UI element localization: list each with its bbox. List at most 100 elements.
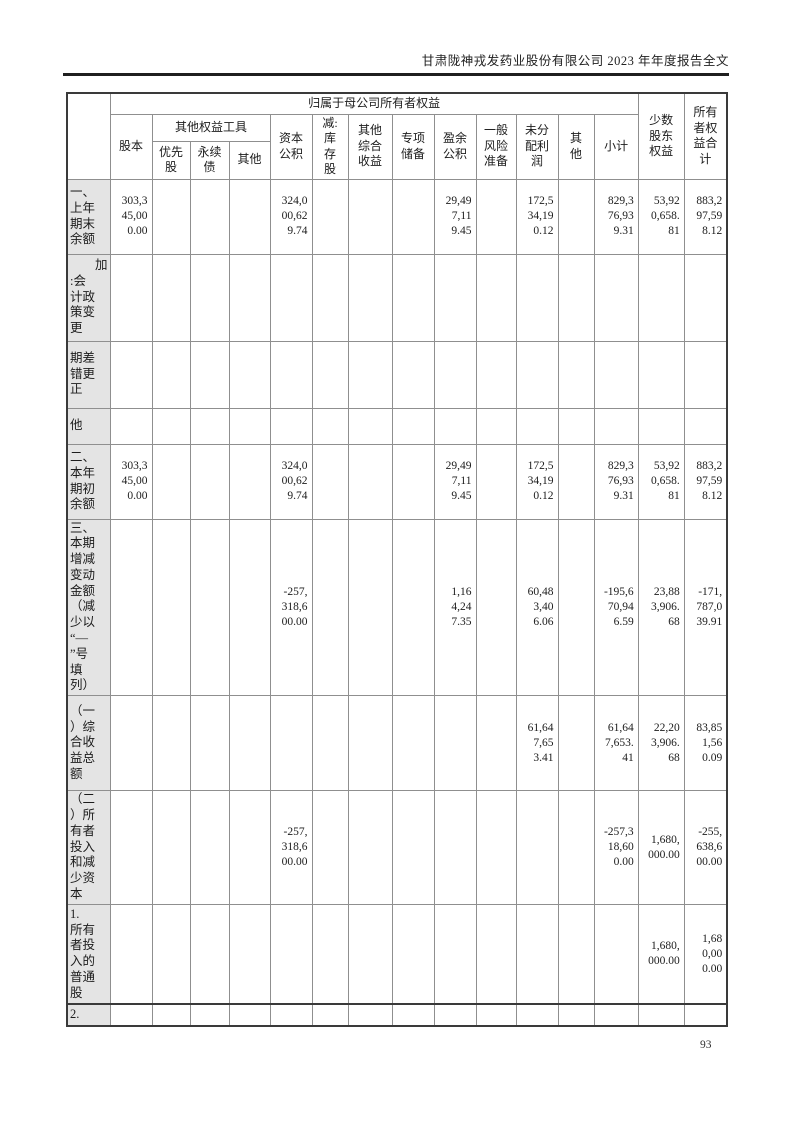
value-cell <box>109 695 153 792</box>
value-cell <box>391 903 435 1005</box>
value-cell <box>269 695 313 792</box>
table-row: 2. <box>66 1003 728 1027</box>
value-cell <box>311 790 349 905</box>
value-cell <box>269 1003 313 1027</box>
value-cell <box>433 790 477 905</box>
value-cell <box>637 340 685 409</box>
equity-table-body: 一、 上年 期末 余额 303,345,000.00 324,000,629.74 2… <box>66 178 728 1027</box>
col-header-other: 其他 <box>557 113 595 180</box>
value-cell: -171,787,039.91 <box>683 518 728 697</box>
value-cell <box>228 407 271 445</box>
value-cell <box>269 340 313 409</box>
value-cell <box>391 407 435 445</box>
value-cell <box>593 340 639 409</box>
col-header-capital-reserve: 资本公积 <box>269 113 313 180</box>
value-cell: -257,318,600.00 <box>269 518 313 697</box>
value-cell <box>475 443 517 520</box>
value-cell <box>189 790 230 905</box>
value-cell <box>557 443 595 520</box>
value-cell <box>475 790 517 905</box>
value-cell: -257,318,600.00 <box>269 790 313 905</box>
value-cell <box>311 903 349 1005</box>
value-cell: 1,680,000.00 <box>637 790 685 905</box>
value-cell: 829,376,939.31 <box>593 178 639 255</box>
value-cell <box>228 695 271 792</box>
value-cell <box>109 1003 153 1027</box>
value-cell <box>228 518 271 697</box>
value-cell <box>683 407 728 445</box>
col-header-share-capital: 股本 <box>109 113 153 180</box>
document-header-title: 甘肃陇神戎发药业股份有限公司 2023 年年度报告全文 <box>421 54 729 68</box>
value-cell <box>433 1003 477 1027</box>
value-cell <box>475 407 517 445</box>
value-cell: 61,647,653.41 <box>593 695 639 792</box>
value-cell <box>391 253 435 342</box>
value-cell <box>433 253 477 342</box>
header-row-groups: 归属于母公司所有者权益 少数股东权益 所有者权益合计 <box>66 92 728 180</box>
value-cell <box>515 340 559 409</box>
table-row: 二、 本年 期初 余额 303,345,000.00 324,000,629.74 2… <box>66 443 728 520</box>
value-cell: 172,534,190.12 <box>515 178 559 255</box>
value-cell: 303,345,000.00 <box>109 178 153 255</box>
value-cell <box>189 695 230 792</box>
value-cell <box>593 1003 639 1027</box>
value-cell <box>228 253 271 342</box>
value-cell <box>391 518 435 697</box>
value-cell <box>557 790 595 905</box>
value-cell: 1,680,000.00 <box>637 903 685 1005</box>
value-cell <box>515 253 559 342</box>
value-cell <box>228 178 271 255</box>
value-cell <box>593 253 639 342</box>
value-cell <box>683 1003 728 1027</box>
col-header-minority-interest: 少数股东权益 <box>637 92 685 180</box>
value-cell <box>475 340 517 409</box>
value-cell <box>515 407 559 445</box>
value-cell <box>391 695 435 792</box>
value-cell <box>637 1003 685 1027</box>
col-header-perpetual-bond: 永续债 <box>189 140 230 180</box>
value-cell <box>557 178 595 255</box>
value-cell <box>311 407 349 445</box>
value-cell <box>189 340 230 409</box>
value-cell <box>391 1003 435 1027</box>
value-cell <box>347 253 393 342</box>
value-cell <box>515 790 559 905</box>
value-cell <box>311 518 349 697</box>
page-number: 93 <box>700 1039 712 1051</box>
value-cell <box>475 518 517 697</box>
value-cell <box>557 1003 595 1027</box>
value-cell <box>347 695 393 792</box>
col-header-subtotal: 小计 <box>593 113 639 180</box>
value-cell <box>347 1003 393 1027</box>
row-label-cell: 一、 上年 期末 余额 <box>66 178 111 255</box>
col-header-other-equity-instruments: 其他权益工具 <box>151 113 271 142</box>
value-cell: 29,497,119.45 <box>433 178 477 255</box>
row-label-cell: 二、 本年 期初 余额 <box>66 443 111 520</box>
value-cell <box>109 518 153 697</box>
value-cell <box>189 443 230 520</box>
value-cell: 324,000,629.74 <box>269 443 313 520</box>
value-cell: 23,883,906.68 <box>637 518 685 697</box>
value-cell <box>433 695 477 792</box>
value-cell <box>347 518 393 697</box>
value-cell: 324,000,629.74 <box>269 178 313 255</box>
value-cell <box>109 790 153 905</box>
value-cell <box>228 1003 271 1027</box>
value-cell <box>151 407 191 445</box>
value-cell <box>311 340 349 409</box>
col-header-other-comprehensive-income: 其他综合收益 <box>347 113 393 180</box>
value-cell <box>109 407 153 445</box>
col-header-undistributed-profit: 未分配利润 <box>515 113 559 180</box>
value-cell <box>151 1003 191 1027</box>
value-cell: -257,318,600.00 <box>593 790 639 905</box>
value-cell <box>391 178 435 255</box>
value-cell <box>347 790 393 905</box>
value-cell <box>347 443 393 520</box>
value-cell <box>391 340 435 409</box>
value-cell <box>433 903 477 1005</box>
value-cell <box>151 253 191 342</box>
value-cell <box>311 253 349 342</box>
table-row: （二 ）所 有者 投入 和减 少资 本 -257,318,600.00 -257,3… <box>66 790 728 905</box>
value-cell <box>683 253 728 342</box>
value-cell <box>228 790 271 905</box>
